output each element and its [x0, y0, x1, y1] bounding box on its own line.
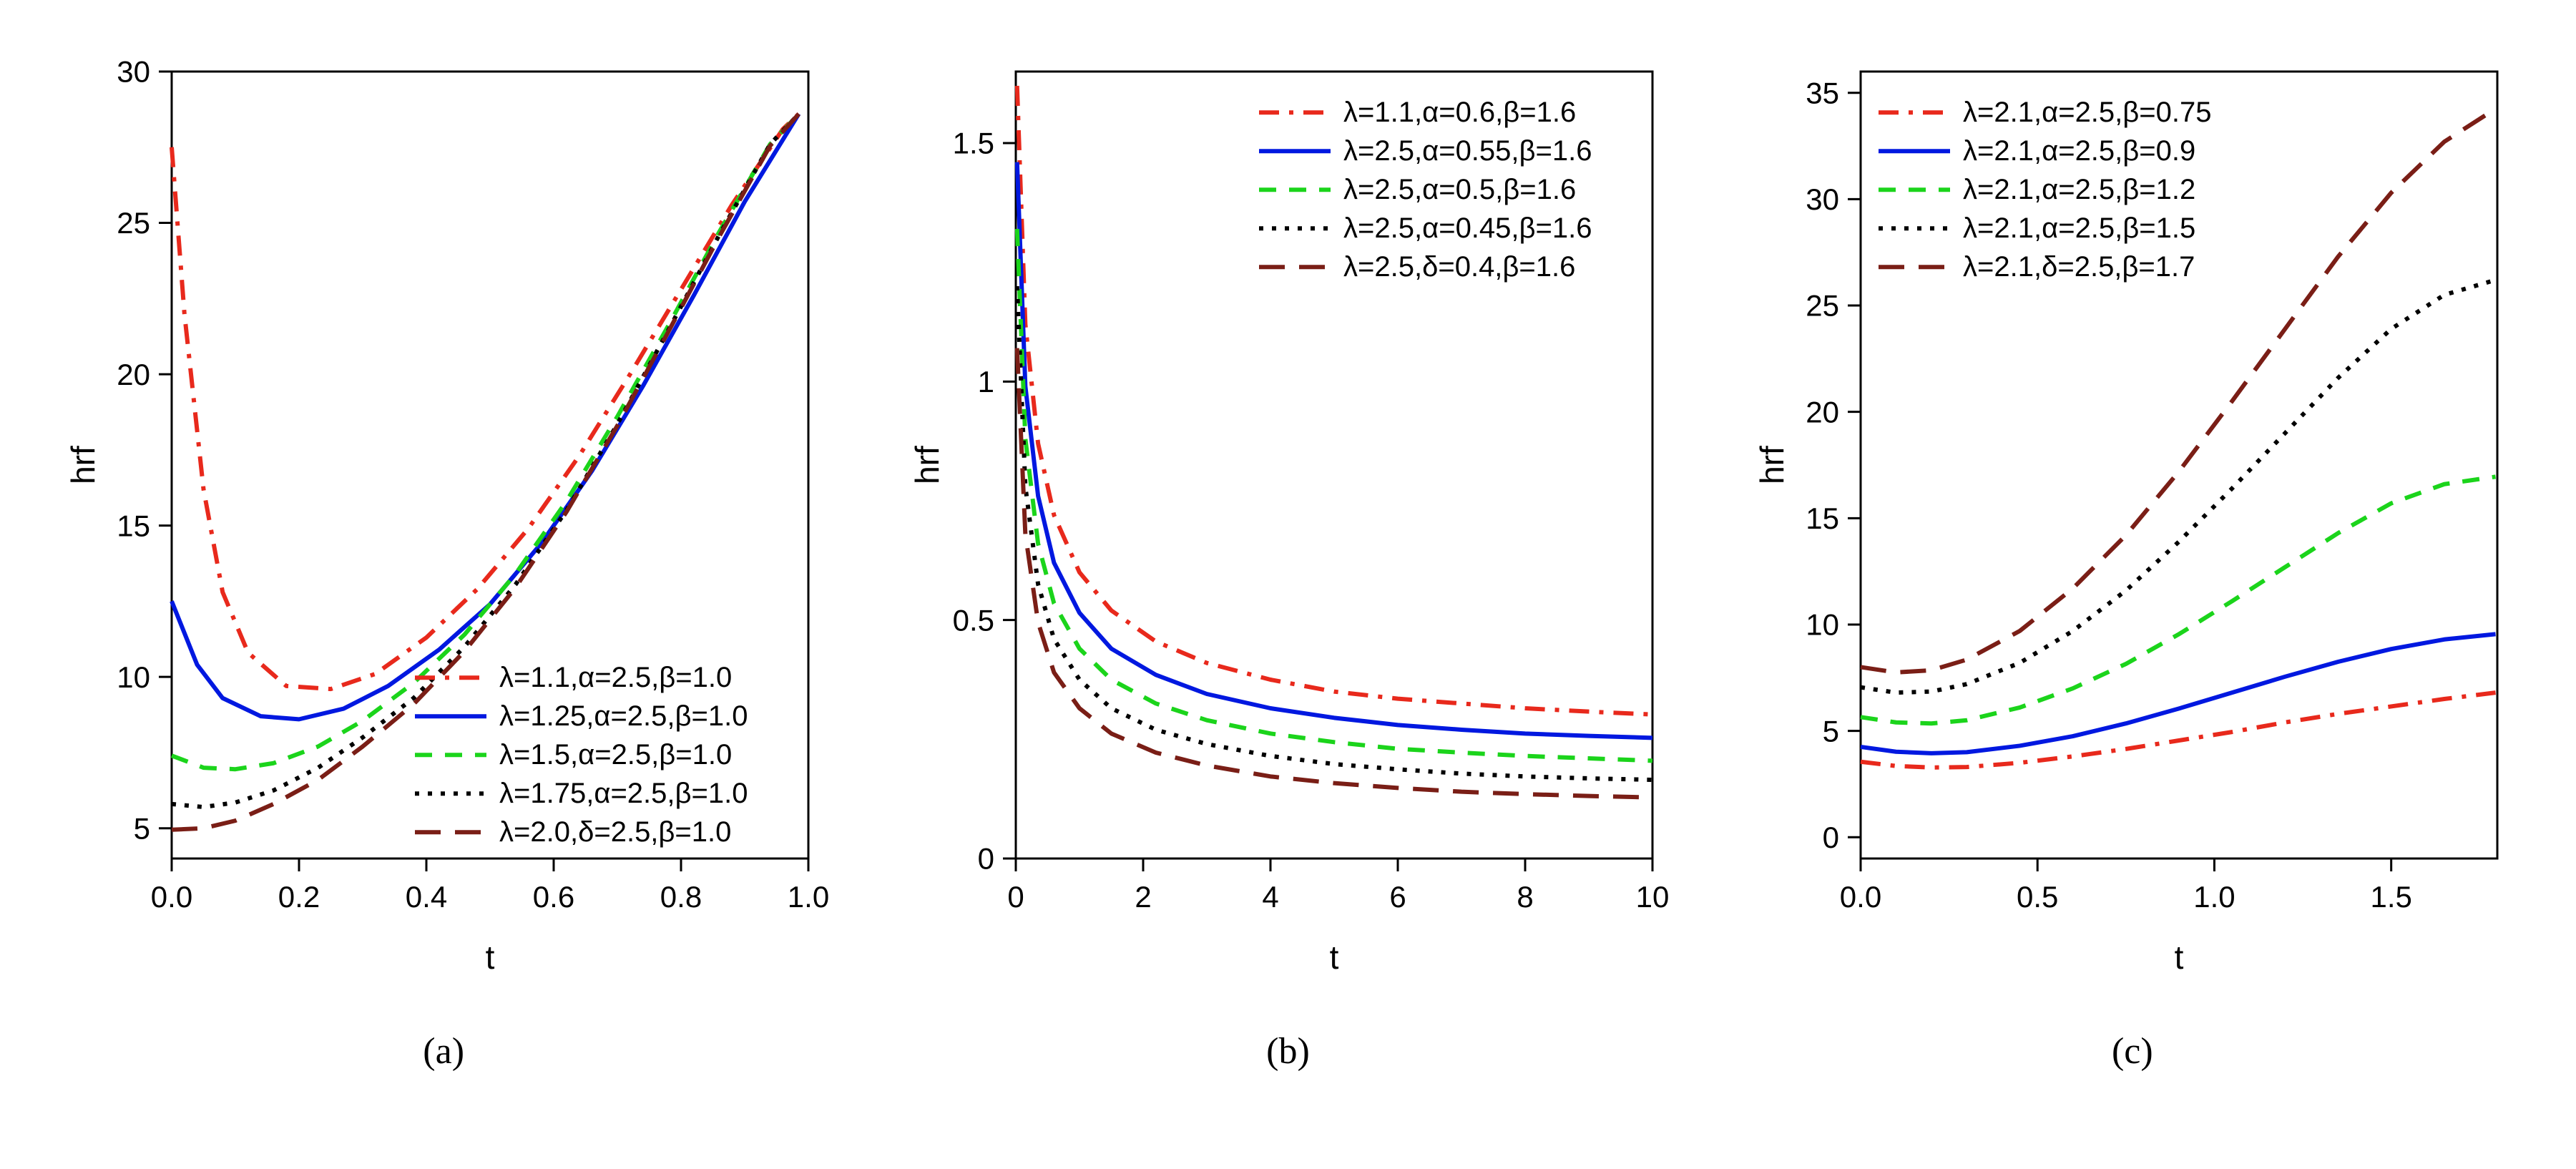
legend-label: λ=2.5,α=0.55,β=1.6 — [1343, 135, 1592, 167]
svg-text:4: 4 — [1263, 880, 1279, 914]
legend: λ=1.1,α=0.6,β=1.6 λ=2.5,α=0.55,β=1.6 λ=2.5… — [1259, 97, 1592, 283]
panel-sublabel-c: (c) — [2112, 1030, 2153, 1072]
svg-text:25: 25 — [1806, 289, 1839, 323]
legend-label: λ=1.1,α=2.5,β=1.0 — [499, 662, 732, 693]
legend: λ=1.1,α=2.5,β=1.0 λ=1.25,α=2.5,β=1.0 λ=1.5… — [415, 662, 748, 848]
series-1 — [1017, 162, 1652, 738]
figure-row: 0.00.20.40.60.81.0t51015202530hrfλ=1.1,α… — [0, 0, 2576, 1169]
svg-text:0.5: 0.5 — [953, 603, 994, 637]
svg-text:1.0: 1.0 — [788, 880, 829, 914]
svg-text:0: 0 — [1008, 880, 1024, 914]
svg-text:0.6: 0.6 — [533, 880, 574, 914]
svg-text:0.2: 0.2 — [278, 880, 320, 914]
plot-c: 0.0 0.5 1.0 1.5 t 0 5 10 15 20 25 30 35 hrf λ=2.1,α=2.… — [1739, 29, 2526, 1002]
legend-label: λ=2.1,α=2.5,β=1.5 — [1963, 212, 2195, 244]
svg-text:1.0: 1.0 — [2193, 880, 2235, 914]
panel-c: 0.0 0.5 1.0 1.5 t 0 5 10 15 20 25 30 35 hrf λ=2.1,α=2.… — [1739, 29, 2526, 1072]
svg-text:0: 0 — [978, 842, 994, 876]
svg-text:35: 35 — [1806, 76, 1839, 109]
plot-b: 0 2 4 6 8 10 t 0 0.5 1 1.5 hrf λ=1.1,α=0.6,β=1.6 λ=2.… — [894, 29, 1681, 1002]
legend-label: λ=2.1,α=2.5,β=0.75 — [1963, 97, 2212, 128]
svg-text:0.0: 0.0 — [151, 880, 192, 914]
svg-text:20: 20 — [1806, 395, 1839, 429]
plot-a: 0.0 0.2 0.4 0.6 0.8 1.0 t 5 10 15 20 25 30 hrf λ=1.1,α… — [50, 29, 837, 1002]
legend-label: λ=2.5,α=0.45,β=1.6 — [1343, 212, 1592, 244]
svg-text:0.4: 0.4 — [406, 880, 447, 914]
series-3 — [1861, 280, 2496, 693]
svg-text:1: 1 — [978, 365, 994, 398]
legend: λ=2.1,α=2.5,β=0.75 λ=2.1,α=2.5,β=0.9 λ=2.1… — [1879, 97, 2212, 283]
legend-label: λ=2.1,α=2.5,β=0.9 — [1963, 135, 2195, 167]
svg-text:15: 15 — [1806, 502, 1839, 535]
svg-text:25: 25 — [117, 206, 150, 240]
y-axis: 0 5 10 15 20 25 30 35 — [1806, 76, 1861, 854]
svg-text:15: 15 — [117, 509, 150, 542]
x-axis: 0 2 4 6 8 10 — [1008, 859, 1670, 914]
svg-text:10: 10 — [117, 660, 150, 694]
legend-label: λ=1.75,α=2.5,β=1.0 — [499, 778, 748, 809]
svg-text:1.5: 1.5 — [953, 127, 994, 160]
svg-text:5: 5 — [134, 811, 150, 845]
y-label: hrf — [64, 446, 102, 484]
y-label: hrf — [1753, 446, 1791, 484]
svg-text:0: 0 — [1822, 821, 1838, 854]
series-1 — [1861, 634, 2496, 753]
legend-label: λ=1.5,α=2.5,β=1.0 — [499, 739, 732, 771]
svg-text:30: 30 — [1806, 182, 1839, 216]
series-2 — [1861, 476, 2496, 723]
svg-text:8: 8 — [1517, 880, 1534, 914]
series-3 — [1017, 286, 1652, 780]
svg-text:30: 30 — [117, 55, 150, 89]
panel-sublabel-b: (b) — [1266, 1030, 1310, 1072]
x-axis: 0.0 0.2 0.4 0.6 0.8 1.0 — [151, 859, 829, 914]
x-label: t — [1330, 939, 1339, 976]
svg-text:5: 5 — [1822, 714, 1838, 748]
series-0 — [172, 114, 799, 689]
svg-text:6: 6 — [1390, 880, 1406, 914]
x-axis: 0.0 0.5 1.0 1.5 — [1840, 859, 2412, 914]
panel-sublabel-a: (a) — [423, 1030, 464, 1072]
legend-label: λ=2.1,δ=2.5,β=1.7 — [1963, 251, 2195, 283]
legend-label: λ=2.0,δ=2.5,β=1.0 — [499, 816, 731, 848]
y-label: hrf — [909, 446, 946, 484]
x-label: t — [486, 939, 495, 976]
y-axis: 0 0.5 1 1.5 — [953, 127, 1016, 876]
svg-text:10: 10 — [1806, 608, 1839, 642]
legend-label: λ=2.5,α=0.5,β=1.6 — [1343, 174, 1576, 205]
svg-text:1.5: 1.5 — [2370, 880, 2411, 914]
legend-label: λ=1.1,α=0.6,β=1.6 — [1343, 97, 1576, 128]
svg-text:20: 20 — [117, 358, 150, 391]
x-label: t — [2174, 939, 2183, 976]
y-axis: 5 10 15 20 25 30 — [117, 55, 172, 846]
svg-text:0.8: 0.8 — [660, 880, 702, 914]
svg-text:0.0: 0.0 — [1840, 880, 1881, 914]
svg-text:2: 2 — [1135, 880, 1152, 914]
panel-b: 0 2 4 6 8 10 t 0 0.5 1 1.5 hrf λ=1.1,α=0.6,β=1.6 λ=2.… — [894, 29, 1681, 1072]
legend-label: λ=1.25,α=2.5,β=1.0 — [499, 700, 748, 732]
legend-label: λ=2.5,δ=0.4,β=1.6 — [1343, 251, 1575, 283]
svg-text:0.5: 0.5 — [2017, 880, 2058, 914]
svg-text:10: 10 — [1636, 880, 1670, 914]
series-4 — [1017, 348, 1652, 798]
legend-label: λ=2.1,α=2.5,β=1.2 — [1963, 174, 2195, 205]
series-2 — [1017, 229, 1652, 760]
series-0 — [1861, 693, 2496, 768]
panel-a: 0.0 0.2 0.4 0.6 0.8 1.0 t 5 10 15 20 25 30 hrf λ=1.1,α… — [50, 29, 837, 1072]
